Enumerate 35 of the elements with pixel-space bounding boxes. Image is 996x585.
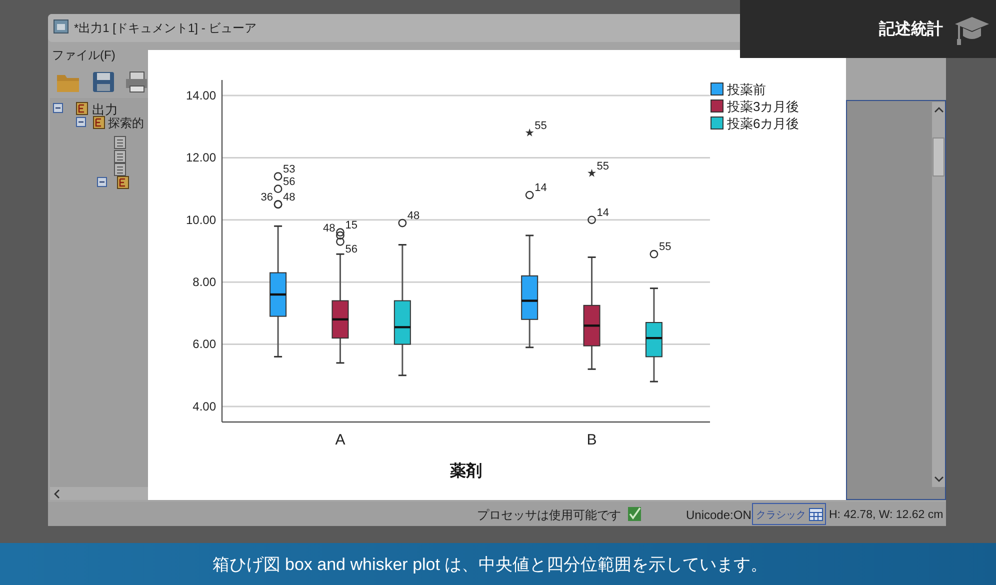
text: プロセッサは使用可能です	[477, 508, 621, 522]
annotation: 48	[407, 210, 420, 222]
x-axis-title: 薬剤	[449, 462, 482, 480]
annotation: 53	[283, 163, 296, 176]
text: クラシック	[756, 510, 806, 521]
x-tick-label: A	[335, 432, 346, 449]
text: 探索的	[108, 116, 144, 130]
y-tick-label: 12.00	[186, 150, 216, 165]
text: Unicode:ON	[686, 508, 752, 522]
text: H: 42.78, W: 12.62 cm	[829, 509, 944, 521]
annotation: 55	[658, 241, 672, 254]
legend-label: 投薬前	[726, 82, 766, 97]
x-tick-label: B	[586, 432, 597, 449]
annotation: 14	[596, 206, 610, 219]
text: 出力	[92, 102, 118, 117]
annotation: 48	[322, 222, 336, 234]
text: 記述統計	[878, 20, 943, 38]
annotation: 55	[596, 160, 610, 172]
legend-label: 投薬3カ月後	[726, 99, 800, 114]
y-tick-label: 14.00	[186, 88, 216, 102]
annotation: 36	[260, 191, 274, 204]
annotation: 48	[283, 191, 296, 204]
text: *出力1 [ドキュメント1] - ビューア	[74, 21, 257, 35]
y-tick-label: 6.00	[192, 337, 216, 352]
annotation: 14	[534, 182, 547, 194]
annotation: 55	[534, 120, 547, 132]
annotation: 56	[283, 176, 296, 188]
text: ファイル(F)	[52, 48, 116, 62]
y-tick-label: 4.00	[192, 399, 216, 414]
annotation: 56	[345, 244, 358, 256]
text: 箱ひげ図 box and whisker plot は、中央値と四分位範囲を示しています。	[212, 555, 768, 574]
annotation: 15	[345, 219, 358, 232]
y-tick-label: 8.00	[192, 274, 216, 289]
y-tick-label: 10.00	[186, 212, 216, 227]
legend-label: 投薬6カ月後	[726, 116, 800, 131]
